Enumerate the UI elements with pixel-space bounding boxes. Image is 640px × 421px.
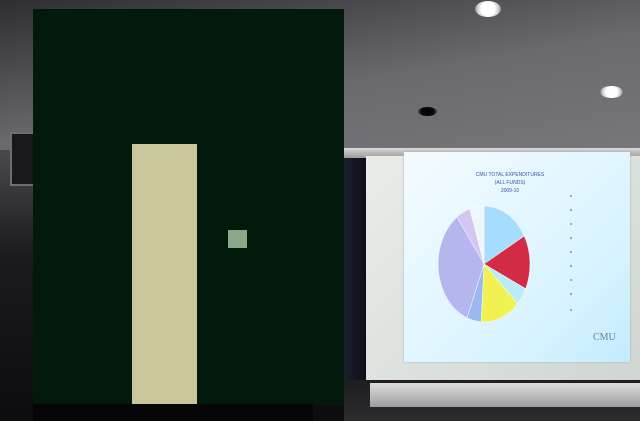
pie-slice <box>469 205 485 265</box>
wall-baseboard <box>370 383 640 407</box>
slide-title-line2: (ALL FUNDS) <box>494 180 526 186</box>
bottom-shadow <box>33 404 313 421</box>
legend-dot <box>570 265 572 267</box>
ceiling-light <box>475 1 501 17</box>
legend-dot <box>570 293 572 295</box>
slide-title-line1: CMU TOTAL EXPENDITURES <box>475 172 545 178</box>
pie-slice <box>483 205 525 265</box>
legend-dot <box>570 223 572 225</box>
beige-overlay-bar <box>132 144 197 407</box>
legend-dot <box>570 251 572 253</box>
legend-dot <box>570 279 572 281</box>
legend-dot <box>570 309 572 311</box>
legend-dot <box>570 209 572 211</box>
slide-logo: CMU <box>593 332 616 343</box>
slide-pie-chart <box>437 205 531 323</box>
pie-slice <box>437 216 485 319</box>
slide-title-line3: 2009-10 <box>500 188 520 194</box>
legend-dot <box>570 237 572 239</box>
curtain <box>344 158 366 408</box>
pie-slice <box>480 263 518 323</box>
legend-dot <box>570 195 572 197</box>
ceiling-speaker <box>418 107 437 116</box>
pie-slice <box>483 235 531 290</box>
ceiling-light <box>600 86 623 98</box>
small-square-overlay <box>228 230 247 248</box>
